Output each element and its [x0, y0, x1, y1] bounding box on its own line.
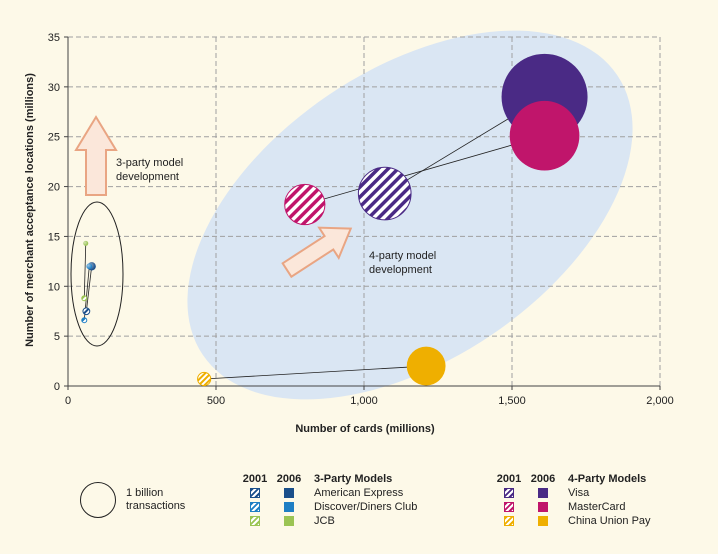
american-express-connector	[85, 266, 93, 312]
legend-label-amex: American Express	[314, 487, 404, 499]
x-tick-label: 2,000	[646, 395, 674, 407]
axes: 0 500 1,000 1,500 2,000 0 5 10 15 20 25 30 35	[48, 32, 674, 407]
y-tick-label: 5	[54, 331, 60, 343]
american-express-2001-bubble	[82, 307, 91, 316]
y-axis-title: Number of merchant acceptance locations …	[24, 73, 36, 347]
four-party-legend-title: 4-Party Models	[568, 473, 647, 485]
mastercard-2006-swatch	[538, 502, 548, 512]
legend-label-jcb: JCB	[314, 515, 335, 527]
discover-2006-swatch	[284, 502, 294, 512]
three-party-legend-title: 3-Party Models	[314, 473, 393, 485]
cup-2001-swatch	[504, 516, 514, 526]
legend4-year-2006: 2006	[530, 473, 556, 485]
x-tick-label: 1,000	[350, 395, 378, 407]
legend-label-mastercard: MasterCard	[568, 501, 626, 513]
bubble-chart: 0 500 1,000 1,500 2,000 0 5 10 15 20 25 30 35 3-part…	[24, 30, 674, 435]
bubbles	[81, 53, 588, 387]
amex-2006-swatch	[284, 488, 294, 498]
china-union-pay-connector	[204, 365, 427, 380]
y-tick-label: 25	[48, 132, 60, 144]
discover-2001-swatch	[250, 502, 260, 512]
discover-diners-club-2001-bubble	[81, 317, 88, 324]
size-legend-circle	[80, 482, 116, 518]
y-tick-label: 0	[54, 381, 60, 393]
legend-label-discover: Discover/Diners Club	[314, 501, 418, 513]
mastercard-2006-bubble	[509, 100, 580, 171]
x-axis-title: Number of cards (millions)	[295, 423, 435, 435]
four-party-annotation-line2: development	[369, 264, 432, 276]
discover-diners-club-2006-highlight	[86, 263, 93, 270]
x-tick-label: 500	[207, 395, 225, 407]
four-party-arrow-icon	[281, 226, 353, 279]
x-tick-label: 0	[65, 395, 71, 407]
jcb-2006-swatch	[284, 516, 294, 526]
size-legend-line1: 1 billion	[126, 487, 164, 499]
legend4-year-2001: 2001	[496, 473, 522, 485]
legend-label-cup: China Union Pay	[568, 515, 651, 527]
amex-2001-swatch	[250, 488, 260, 498]
jcb-2006-highlight	[83, 240, 89, 246]
three-party-annotation-line2: development	[116, 171, 179, 183]
three-party-legend: 2001 2006 3-Party Models American Expres…	[238, 472, 418, 528]
four-party-annotation-line1: 4-party model	[369, 250, 436, 262]
china-union-pay-2006-bubble	[406, 346, 446, 386]
four-party-legend: 2001 2006 4-Party Models Visa MasterCard…	[492, 472, 651, 528]
bubble-size-legend: 1 billion transactions	[80, 482, 185, 518]
jcb-2001-bubble	[81, 295, 88, 302]
legend-year-2006: 2006	[276, 473, 302, 485]
x-tick-label: 1,500	[498, 395, 526, 407]
jcb-connector	[83, 243, 87, 299]
legend-label-visa: Visa	[568, 487, 590, 499]
y-tick-label: 15	[48, 231, 60, 243]
mastercard-connector	[304, 135, 545, 205]
three-party-annotation-line1: 3-party model	[116, 157, 183, 169]
y-tick-label: 10	[48, 281, 60, 293]
y-tick-label: 35	[48, 32, 60, 44]
visa-2001-bubble	[357, 166, 412, 221]
cup-2006-swatch	[538, 516, 548, 526]
visa-2001-swatch	[504, 488, 514, 498]
legend-year-2001: 2001	[242, 473, 268, 485]
size-legend-line2: transactions	[126, 500, 186, 512]
y-tick-label: 20	[48, 182, 60, 194]
china-union-pay-2001-bubble	[197, 371, 212, 387]
y-tick-label: 30	[48, 82, 60, 94]
jcb-2001-swatch	[250, 516, 260, 526]
mastercard-2001-swatch	[504, 502, 514, 512]
three-party-arrow-icon	[74, 115, 118, 196]
visa-2006-swatch	[538, 488, 548, 498]
mastercard-2001-bubble	[284, 183, 326, 226]
three-party-region	[70, 201, 124, 347]
